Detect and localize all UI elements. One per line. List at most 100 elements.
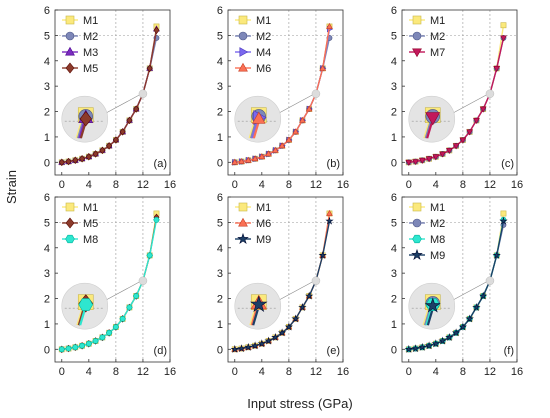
y-tick-label: 5 — [44, 30, 50, 42]
data-point-M9 — [431, 339, 440, 348]
data-point-M6 — [326, 22, 333, 29]
data-point-M9 — [465, 314, 474, 323]
x-tick-label: 8 — [460, 179, 466, 191]
data-point-M9 — [451, 328, 461, 337]
x-tick-label: 4 — [433, 179, 439, 191]
panel-label: (b) — [327, 158, 340, 170]
data-point-M7 — [432, 154, 440, 161]
x-tick-label: 4 — [433, 366, 439, 378]
data-point-M5 — [146, 64, 153, 73]
legend-label-M1: M1 — [256, 15, 271, 27]
x-tick-label: 16 — [337, 179, 349, 191]
data-point-M7 — [459, 137, 467, 144]
legend-label-M9: M9 — [256, 234, 271, 246]
data-point-M5 — [112, 136, 119, 144]
y-tick-label: 0 — [391, 157, 397, 169]
y-tick-label: 2 — [44, 107, 50, 119]
data-point-M6 — [271, 146, 279, 153]
data-point-M7 — [445, 148, 453, 155]
data-point-M8 — [99, 334, 106, 341]
y-tick-label: 6 — [44, 5, 50, 17]
legend-label-M6: M6 — [256, 63, 271, 75]
y-tick-label: 2 — [391, 107, 397, 119]
legend-marker-M1 — [238, 202, 248, 212]
data-point-M6 — [326, 209, 333, 216]
data-point-M6 — [231, 158, 239, 165]
legend-marker-M6 — [238, 217, 248, 227]
data-point-M9 — [492, 251, 501, 259]
legend-marker-M5 — [65, 62, 75, 74]
data-point-M6 — [244, 156, 252, 163]
data-point-M6 — [238, 157, 245, 164]
data-point-M9 — [237, 344, 246, 353]
x-tick-label: 8 — [113, 366, 119, 378]
x-tick-label: 12 — [484, 179, 496, 191]
data-point-M9 — [277, 328, 287, 337]
zoom-target — [311, 276, 321, 286]
data-point-M7 — [452, 143, 460, 150]
y-tick-label: 2 — [217, 294, 223, 306]
data-point-M7 — [500, 35, 507, 42]
plot-frame — [401, 196, 518, 363]
zoom-target — [138, 89, 148, 99]
data-point-M1 — [500, 210, 507, 217]
data-point-M5 — [153, 26, 160, 35]
y-tick-label: 1 — [217, 132, 223, 144]
legend-label-M6: M6 — [256, 218, 271, 230]
x-tick-label: 0 — [406, 366, 412, 378]
y-tick-label: 5 — [391, 30, 397, 42]
data-point-M7 — [418, 157, 426, 164]
data-point-M7 — [439, 151, 446, 158]
data-point-M5 — [119, 128, 126, 136]
y-tick-label: 3 — [44, 268, 50, 280]
legend-label-M5: M5 — [83, 218, 98, 230]
legend-label-M2: M2 — [83, 31, 98, 43]
plot-frame — [401, 9, 518, 176]
data-point-M8 — [85, 340, 93, 347]
data-point-M8 — [132, 293, 140, 299]
panel-label: (a) — [154, 158, 167, 170]
y-tick-label: 6 — [217, 192, 223, 204]
y-tick-label: 0 — [217, 344, 223, 356]
y-tick-label: 1 — [391, 132, 397, 144]
zoom-target — [485, 276, 495, 286]
data-point-M9 — [479, 291, 488, 300]
inset-marker-M6 — [251, 111, 266, 124]
data-point-M8 — [72, 344, 79, 351]
y-tick-label: 3 — [44, 81, 50, 93]
legend-marker-M2 — [65, 31, 75, 41]
data-point-M9 — [230, 344, 239, 353]
x-tick-label: 4 — [259, 366, 265, 378]
y-tick-label: 2 — [44, 294, 50, 306]
data-point-M6 — [278, 142, 286, 149]
data-point-M9 — [291, 314, 300, 323]
data-point-M9 — [499, 216, 508, 225]
legend-label-M5: M5 — [83, 63, 98, 75]
data-point-M8 — [92, 338, 99, 344]
y-tick-label: 6 — [44, 192, 50, 204]
x-tick-label: 8 — [286, 366, 292, 378]
y-tick-label: 3 — [391, 268, 397, 280]
legend-label-M1: M1 — [430, 15, 445, 27]
data-point-M6 — [285, 136, 293, 143]
x-tick-label: 0 — [59, 366, 65, 378]
legend-marker-M1 — [412, 202, 422, 212]
y-tick-label: 0 — [44, 157, 50, 169]
x-tick-label: 16 — [164, 179, 176, 191]
legend-marker-M2 — [412, 31, 422, 41]
zoom-target — [311, 89, 321, 99]
y-tick-label: 3 — [217, 81, 223, 93]
data-point-M9 — [472, 303, 481, 312]
data-point-M5 — [99, 146, 106, 155]
data-point-M9 — [458, 322, 468, 331]
x-tick-label: 12 — [137, 179, 149, 191]
plot-frame — [54, 196, 171, 363]
legend-marker-M2 — [238, 31, 248, 41]
data-point-M7 — [425, 156, 433, 163]
y-tick-label: 1 — [217, 319, 223, 331]
inset-marker-M8 — [78, 298, 94, 311]
x-tick-label: 12 — [310, 179, 322, 191]
y-tick-label: 5 — [391, 217, 397, 229]
